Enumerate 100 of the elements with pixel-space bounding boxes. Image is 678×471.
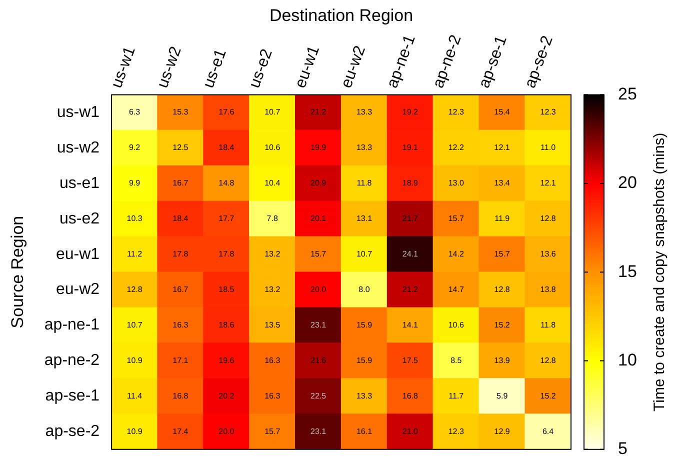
- data-label: 14.1: [402, 320, 419, 330]
- data-label: 15.4: [494, 108, 510, 117]
- data-label: 7.8: [266, 214, 278, 224]
- y-tick-label: us-e1: [60, 174, 100, 192]
- data-label: 13.2: [264, 250, 281, 259]
- data-label: 15.3: [172, 108, 189, 117]
- data-label: 14.8: [218, 178, 235, 188]
- data-label: 20.2: [218, 391, 235, 400]
- data-label: 6.3: [128, 108, 141, 117]
- data-label: 22.5: [310, 391, 327, 400]
- data-label: 15.2: [494, 320, 510, 330]
- data-label: 12.8: [540, 214, 556, 224]
- data-label: 13.8: [540, 285, 556, 294]
- data-label: 12.3: [540, 108, 556, 117]
- data-label: 8.0: [358, 285, 370, 294]
- data-label: 5.9: [496, 391, 508, 400]
- data-label: 13.2: [264, 285, 281, 294]
- data-label: 6.4: [542, 426, 554, 436]
- data-label: 10.4: [264, 178, 281, 188]
- data-label: 16.8: [402, 391, 419, 400]
- data-label: 13.4: [494, 178, 510, 188]
- data-label: 15.7: [310, 250, 327, 259]
- x-tick-label: ap-se-1: [476, 34, 511, 90]
- data-label: 18.9: [402, 178, 419, 188]
- data-label: 12.8: [126, 285, 143, 294]
- data-label: 13.0: [448, 178, 464, 188]
- data-label: 20.1: [310, 214, 327, 224]
- data-label: 14.7: [448, 285, 464, 294]
- data-label: 9.2: [128, 143, 141, 152]
- data-label: 15.7: [264, 426, 281, 436]
- data-label: 16.7: [172, 178, 189, 188]
- data-label: 12.8: [540, 356, 556, 365]
- data-label: 11.0: [540, 143, 556, 152]
- data-label: 20.0: [310, 285, 327, 294]
- data-label: 12.1: [494, 143, 510, 152]
- data-label: 9.9: [128, 178, 141, 188]
- data-label: 10.7: [126, 320, 143, 330]
- data-label: 17.8: [218, 250, 235, 259]
- data-label: 16.3: [264, 391, 281, 400]
- y-tick-label: eu-w2: [56, 281, 100, 298]
- data-label: 19.6: [218, 356, 235, 365]
- x-tick-label: ap-se-2: [522, 34, 556, 90]
- data-label: 21.2: [402, 285, 419, 294]
- y-tick-label: ap-ne-1: [44, 316, 100, 334]
- x-tick-label: eu-w2: [338, 44, 370, 90]
- data-label: 17.5: [402, 356, 419, 365]
- x-tick-label: ap-ne-1: [384, 32, 419, 90]
- data-label: 16.8: [172, 391, 189, 400]
- data-label: 12.1: [540, 178, 556, 188]
- color-bar-label: 25: [618, 84, 637, 104]
- data-label: 21.6: [310, 356, 327, 365]
- data-label: 23.1: [310, 320, 327, 330]
- color-bar-title: Time to create and copy snapshots (mins): [651, 132, 668, 412]
- y-tick-label: us-e2: [60, 210, 100, 228]
- data-label: 19.9: [310, 143, 327, 152]
- data-label: 12.5: [172, 143, 189, 152]
- color-bar-label: 15: [618, 262, 637, 281]
- x-tick-label: us-e1: [200, 46, 230, 90]
- data-label: 11.8: [356, 178, 372, 188]
- data-label: 13.6: [540, 250, 556, 259]
- data-label: 15.2: [540, 391, 556, 400]
- data-label: 17.1: [172, 356, 189, 365]
- data-label: 24.1: [402, 250, 419, 259]
- x-tick-label: eu-w1: [292, 44, 324, 90]
- data-label: 20.0: [218, 426, 235, 436]
- y-tick-label: ap-se-2: [45, 423, 100, 440]
- data-label: 10.6: [264, 143, 281, 152]
- x-axis-title: Destination Region: [269, 6, 414, 25]
- data-label: 17.8: [172, 250, 189, 259]
- data-label: 18.4: [218, 143, 235, 152]
- x-tick-label: us-w2: [154, 44, 185, 90]
- data-label: 10.3: [126, 214, 143, 224]
- data-label: 12.3: [448, 108, 464, 117]
- y-tick-label: eu-w1: [56, 246, 100, 263]
- data-label: 13.1: [356, 214, 373, 224]
- data-label: 16.7: [172, 285, 189, 294]
- data-label: 21.7: [402, 214, 419, 224]
- data-label: 11.9: [494, 214, 510, 224]
- data-label: 19.1: [402, 143, 419, 152]
- data-label: 16.1: [356, 426, 373, 436]
- data-label: 13.9: [494, 356, 510, 365]
- data-label: 17.6: [218, 108, 235, 117]
- data-label: 12.8: [494, 285, 510, 294]
- x-tick-label: ap-ne-2: [430, 32, 465, 90]
- data-label: 13.3: [356, 108, 373, 117]
- data-label: 17.7: [218, 214, 235, 224]
- data-label: 11.4: [127, 391, 143, 400]
- data-label: 13.3: [356, 143, 373, 152]
- y-tick-label: us-w1: [56, 104, 100, 121]
- data-label: 12.2: [448, 143, 464, 152]
- y-axis-title: Source Region: [8, 216, 27, 328]
- data-label: 15.7: [448, 214, 464, 224]
- data-label: 15.7: [494, 250, 510, 259]
- data-label: 19.2: [402, 108, 419, 117]
- data-label: 13.5: [264, 320, 281, 330]
- data-label: 15.9: [356, 356, 373, 365]
- data-label: 17.4: [172, 426, 189, 436]
- data-label: 11.2: [127, 250, 143, 259]
- data-label: 12.9: [494, 426, 510, 436]
- data-label: 14.2: [448, 250, 464, 259]
